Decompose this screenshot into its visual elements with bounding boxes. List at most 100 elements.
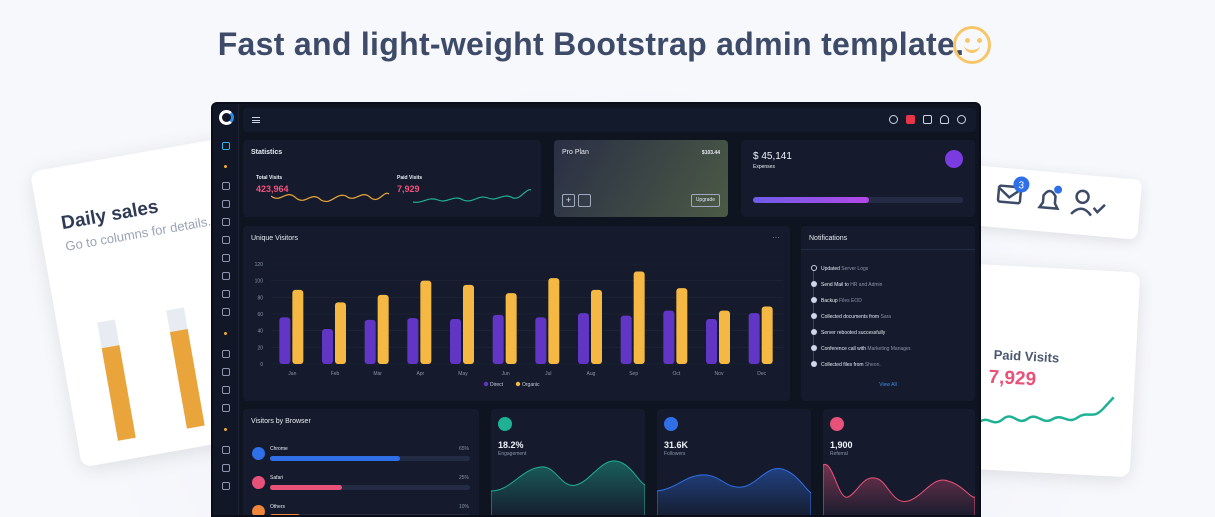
section-dot [224,428,227,431]
notification-item[interactable]: Collected files from Sheon. [811,361,881,368]
chat-icon[interactable] [222,182,230,190]
y-tick-label: 100 [255,279,264,285]
clipboard-icon[interactable] [222,482,230,490]
mini-stat-label: Engagement [498,451,527,457]
expenses-progress-fill [753,197,869,203]
y-tick-label: 0 [260,362,263,368]
bar-direct [706,319,717,364]
browser-progress [270,514,470,515]
bar-direct [492,314,504,364]
calendar-icon[interactable] [222,308,230,316]
browser-progress [270,485,470,490]
legend-marker [483,381,489,387]
user-icon[interactable] [957,115,966,124]
flag-icon[interactable] [906,115,915,124]
browser-icon [252,476,265,489]
notification-text: Backup [821,298,838,304]
daily-sales-bar-fill [101,345,136,441]
upgrade-button[interactable]: Upgrade [690,194,720,207]
view-all-link[interactable]: View All [879,382,897,388]
section-dot [224,332,227,335]
notification-item[interactable]: Server rebooted successfully [811,329,885,336]
file-icon[interactable] [222,254,230,262]
expenses-progress [753,197,963,203]
mini-stat-card: 18.2% Engagement [491,409,645,515]
bar-organic [719,310,730,364]
headline: Fast and light-weight Bootstrap admin te… [217,26,965,62]
browser-name: Others [270,504,286,510]
notification-item[interactable]: Backup Files EOD [811,297,862,304]
mail-icon[interactable] [923,115,932,124]
bar-direct [748,313,760,364]
mini-stat-sparkline [491,460,645,515]
notification-detail: Server Logs [841,266,869,272]
daily-sales-bar [166,307,205,429]
search-icon[interactable] [889,115,898,124]
total-visits-value: 423,964 [256,184,289,194]
y-tick-label: 80 [257,295,263,301]
bar-direct [407,318,419,364]
mini-stat-sparkline [657,468,811,515]
notification-detail: HR and Admin [850,282,883,288]
mini-stat-sparkline [823,464,975,515]
menu-icon[interactable] [252,117,260,123]
target-icon[interactable] [222,386,230,394]
browser-percent: 65% [458,446,469,452]
monitor-icon[interactable] [222,404,230,412]
bar-organic [463,284,474,364]
y-tick-label: 40 [257,329,263,335]
edit-icon[interactable] [222,218,230,226]
pro-plan-title: Pro Plan [562,149,589,156]
notification-item[interactable]: Updated Server Logs [811,265,869,272]
browser-progress-fill [270,514,300,515]
timeline-dot [811,281,817,287]
document-icon[interactable] [222,236,230,244]
mail-icon [996,184,1023,205]
timeline-dot [811,345,817,351]
browser-percent: 10% [458,504,469,510]
browser-progress-fill [270,456,400,461]
layers-icon[interactable] [222,464,230,472]
x-tick-label: Jul [545,371,551,377]
bar-organic [591,289,602,364]
home-icon[interactable] [222,142,230,150]
notification-detail: Sheon. [864,362,881,368]
pro-plan-card: Pro Plan $103.44 + Upgrade [554,140,728,217]
layout-icon[interactable] [222,446,230,454]
x-tick-label: Apr [416,371,424,377]
paid-visits-title: Paid Visits [993,347,1060,366]
notification-item[interactable]: Collected documents from Sara [811,313,891,320]
dollar-icon[interactable] [222,290,230,298]
section-dot [224,165,227,168]
add-icon[interactable]: + [562,194,575,207]
daily-sales-bar-fill [169,328,205,429]
bar-direct [364,319,376,364]
browsers-title: Visitors by Browser [251,418,311,425]
expenses-amount: $ 45,141 [753,151,792,162]
cube-icon[interactable] [222,350,230,358]
timeline-dot [811,361,817,367]
notification-item[interactable]: Conference call with Marketing Manager. [811,345,912,352]
total-visits-label: Total Visits [256,175,283,181]
sidebar [213,104,239,515]
x-tick-label: Dec [757,371,766,377]
bar-direct [279,317,291,364]
y-tick-label: 20 [257,345,263,351]
more-menu-icon[interactable]: ··· [772,233,780,242]
location-icon[interactable] [222,272,230,280]
mail-icon[interactable] [222,200,230,208]
mini-stat-label: Followers [664,451,686,457]
browser-name: Chrome [270,446,288,452]
bar-direct [578,313,589,364]
notification-text: Conference call with [821,346,867,352]
statistics-card: Statistics Total Visits 423,964 Paid Vis… [243,140,541,217]
notification-detail: Files EOD [839,298,862,304]
bolt-icon[interactable] [222,368,230,376]
notification-item[interactable]: Send Mail to HR and Admin [811,281,883,288]
bell-icon[interactable] [940,115,949,124]
smiley-icon [953,26,991,64]
expenses-card: $ 45,141 Expenses [741,140,975,217]
card-icon[interactable] [578,194,591,207]
paid-visits-label: Paid Visits [397,175,423,181]
